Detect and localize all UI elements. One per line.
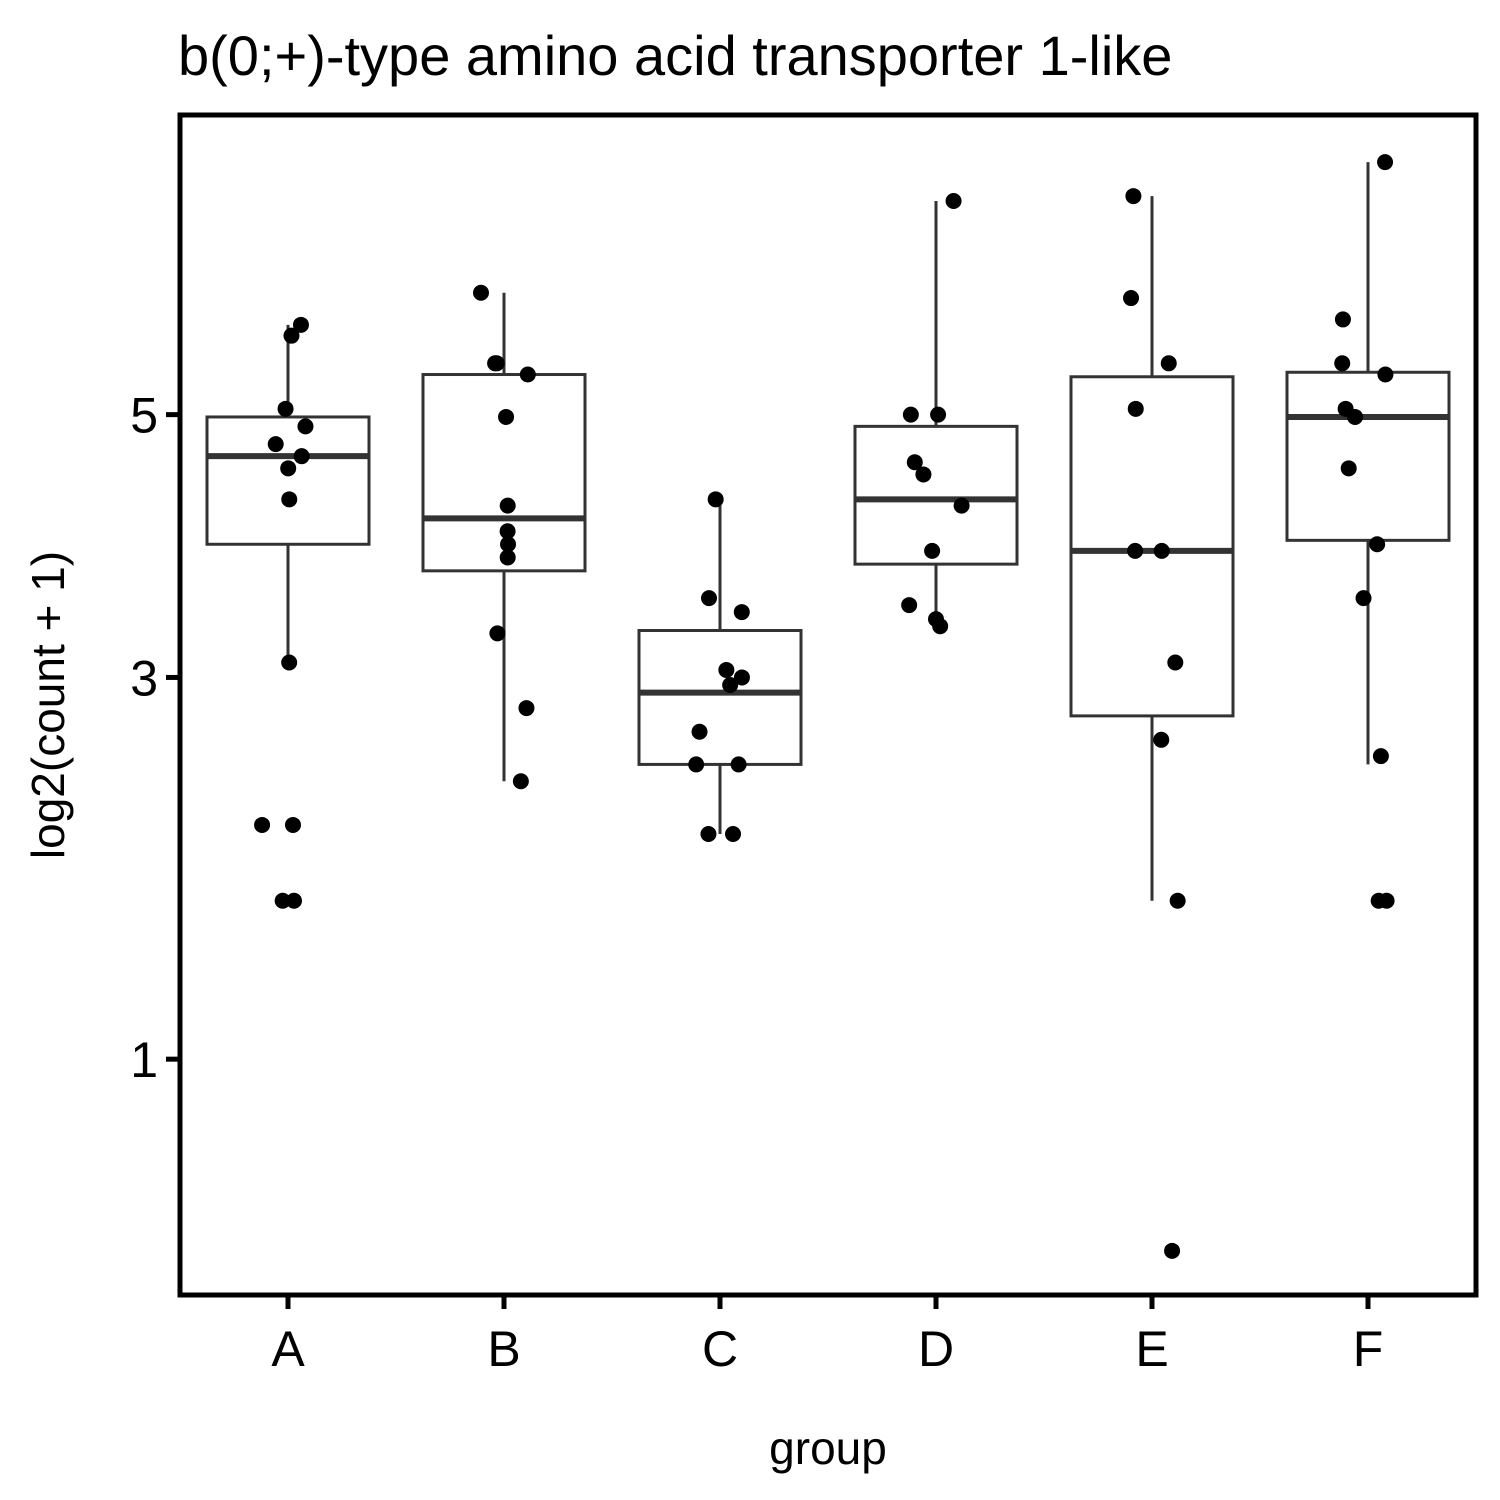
x-tick-label: B: [487, 1321, 520, 1377]
plot-panel-border: [177, 112, 1479, 1298]
data-point: [281, 491, 298, 508]
x-axis-label: group: [769, 1422, 887, 1474]
x-tick-label: F: [1353, 1321, 1384, 1377]
data-point: [1123, 290, 1140, 307]
data-point: [1370, 892, 1387, 909]
points-C: [688, 491, 750, 843]
data-point: [1153, 542, 1170, 559]
data-point: [722, 677, 739, 694]
data-point: [932, 618, 949, 635]
data-point: [519, 366, 536, 383]
data-point: [499, 549, 516, 566]
points-A: [254, 316, 314, 909]
data-point: [688, 756, 705, 773]
box: [1069, 375, 1235, 718]
data-point: [472, 284, 489, 301]
data-point: [1164, 1242, 1181, 1259]
points-E: [1123, 188, 1186, 1259]
points-B: [472, 284, 536, 790]
data-point: [292, 316, 309, 333]
data-point: [1169, 892, 1186, 909]
box: [205, 415, 371, 546]
data-point: [1340, 460, 1357, 477]
data-point: [286, 892, 303, 909]
y-tick-label: 1: [130, 1032, 158, 1088]
points-F: [1334, 154, 1395, 909]
data-point: [701, 590, 718, 607]
data-point: [254, 816, 271, 833]
chart-title: b(0;+)-type amino acid transporter 1-lik…: [178, 24, 1172, 87]
data-point: [297, 418, 314, 435]
data-point: [267, 436, 284, 453]
data-point: [274, 892, 291, 909]
data-point: [700, 826, 717, 843]
data-point: [293, 448, 310, 465]
box: [853, 424, 1019, 566]
data-point: [1355, 590, 1372, 607]
data-point: [1369, 536, 1386, 553]
x-tick-label: E: [1135, 1321, 1168, 1377]
x-axis: A B C D E F: [271, 1295, 1383, 1377]
box-group-C: [637, 499, 803, 835]
data-point: [1127, 400, 1144, 417]
data-point: [707, 491, 724, 508]
data-point: [283, 327, 300, 344]
y-tick-label: 5: [130, 388, 158, 444]
data-point: [499, 497, 516, 514]
box-group-A: [205, 324, 371, 663]
data-point: [1125, 188, 1142, 205]
data-point: [498, 408, 515, 425]
y-tick-label: 3: [130, 650, 158, 706]
data-point: [277, 400, 294, 417]
data-point: [691, 723, 708, 740]
data-point: [1334, 355, 1351, 372]
data-point: [930, 406, 947, 423]
data-point: [499, 523, 516, 540]
data-point: [500, 536, 517, 553]
data-point: [718, 661, 735, 678]
data-point: [1167, 654, 1184, 671]
data-point: [733, 604, 750, 621]
data-point: [1127, 542, 1144, 559]
data-point: [1377, 366, 1394, 383]
data-point: [725, 826, 742, 843]
data-point: [512, 773, 529, 790]
data-point: [924, 542, 941, 559]
data-point: [901, 597, 918, 614]
data-point: [1372, 748, 1389, 765]
data-point: [953, 497, 970, 514]
y-axis-label: log2(count + 1): [22, 551, 74, 859]
box: [1285, 370, 1451, 542]
data-point: [902, 406, 919, 423]
x-tick-label: A: [271, 1321, 305, 1377]
points-D: [901, 193, 970, 635]
box-group-E: [1069, 196, 1235, 901]
data-point: [1347, 408, 1364, 425]
data-point: [284, 816, 301, 833]
data-point: [730, 756, 747, 773]
data-point: [280, 460, 297, 477]
data-point: [518, 700, 535, 717]
data-point: [489, 625, 506, 642]
box-group-D: [853, 201, 1019, 620]
data-point: [906, 454, 923, 471]
data-point: [915, 466, 932, 483]
y-axis: 1 3 5: [130, 388, 180, 1088]
data-point: [281, 654, 298, 671]
data-point: [733, 669, 750, 686]
box: [637, 628, 803, 766]
plot-area: [205, 154, 1451, 1259]
data-point: [1334, 311, 1351, 328]
data-point: [1153, 731, 1170, 748]
data-point: [945, 193, 962, 210]
data-point: [1160, 355, 1177, 372]
data-point: [487, 355, 504, 372]
x-tick-label: D: [918, 1321, 954, 1377]
box-group-F: [1285, 162, 1451, 765]
data-point: [1377, 154, 1394, 171]
x-tick-label: C: [702, 1321, 738, 1377]
